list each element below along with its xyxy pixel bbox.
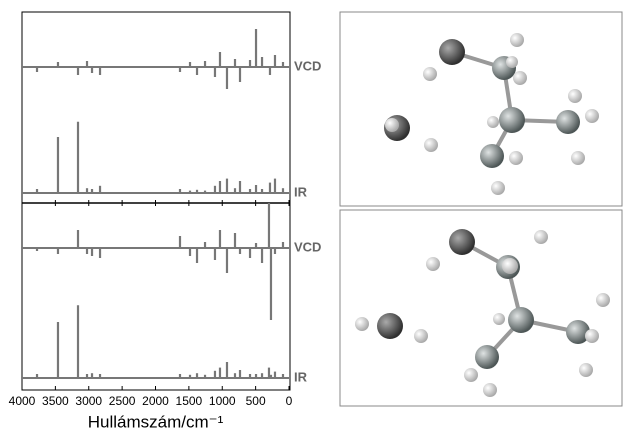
series-label: IR: [294, 184, 308, 199]
x-tick-label: 0: [286, 394, 293, 408]
x-tick-label: 2500: [109, 394, 136, 408]
series-label: VCD: [294, 239, 321, 254]
molecule-image: [340, 12, 622, 206]
molecule-image: [340, 210, 622, 406]
figure: VCD IR VCD IR 4000 3500 3000 2500 2000 1500 1000 50…: [0, 0, 624, 434]
x-tick-label: 2000: [142, 394, 169, 408]
x-tick-label: 4000: [9, 394, 36, 408]
x-axis-label: Hullámszám/cm⁻¹: [88, 412, 224, 431]
series-label: VCD: [294, 58, 321, 73]
x-tick-label: 500: [246, 394, 266, 408]
x-tick-label: 3000: [75, 394, 102, 408]
x-tick-label: 1000: [209, 394, 236, 408]
x-tick-label: 1500: [176, 394, 203, 408]
x-tick-label: 3500: [42, 394, 69, 408]
series-label: IR: [294, 369, 308, 384]
